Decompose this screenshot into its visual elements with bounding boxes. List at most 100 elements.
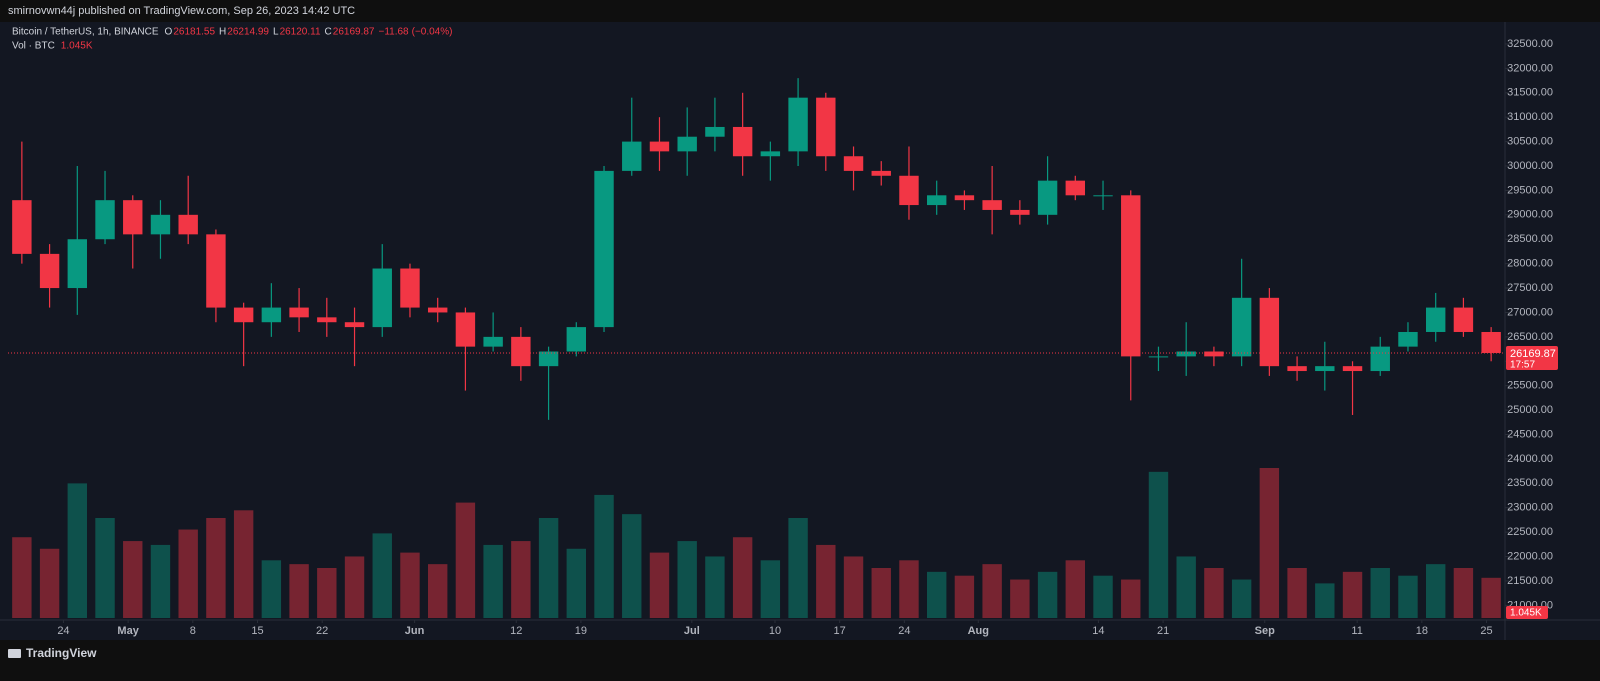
candle-body — [1148, 356, 1169, 358]
volume-bar — [372, 533, 392, 618]
volume-bar — [206, 518, 226, 618]
candle-body — [1231, 297, 1252, 357]
candle-body — [483, 336, 503, 347]
volume-bar — [427, 564, 448, 618]
volume-bar — [483, 544, 503, 618]
volume-bar — [1259, 468, 1280, 618]
candle-body — [372, 268, 392, 328]
volume-bar — [622, 514, 642, 618]
candle-body — [67, 239, 88, 289]
last-price-badge — [1506, 345, 1558, 370]
y-tick-label: 23500.00 — [1507, 477, 1553, 489]
volume-bar — [39, 548, 60, 618]
candle-body — [1176, 351, 1196, 357]
y-tick-label: 29000.00 — [1507, 209, 1553, 221]
volume-bar — [1148, 471, 1169, 618]
candle-body — [732, 126, 753, 157]
publish-header: smirnovwn44j published on TradingView.co… — [8, 5, 355, 17]
y-tick-label: 25500.00 — [1507, 380, 1553, 392]
candle-body — [871, 170, 891, 176]
x-tick-label: 12 — [510, 625, 522, 637]
volume-bar — [455, 502, 476, 618]
legend-text: −11.68 — [378, 27, 409, 38]
candle-body — [1121, 195, 1141, 357]
volume-bar — [1481, 577, 1501, 618]
volume-bar — [1010, 579, 1030, 618]
legend-text: 26181.55 — [173, 27, 215, 38]
bar-countdown: 17:57 — [1510, 360, 1535, 371]
y-tick-label: 26500.00 — [1507, 331, 1553, 343]
candle-body — [12, 200, 32, 254]
volume-bar — [899, 560, 919, 618]
candle-body — [677, 136, 697, 152]
x-tick-label: 22 — [316, 625, 328, 637]
candle-body — [816, 97, 836, 157]
candle-body — [344, 322, 365, 328]
candle-body — [289, 307, 309, 318]
volume-bar — [317, 568, 337, 618]
volume-bar — [760, 560, 781, 618]
volume-bar — [67, 483, 88, 618]
volume-bar — [982, 564, 1002, 618]
candle-body — [317, 317, 337, 323]
candle-body — [954, 195, 975, 201]
candle-body — [788, 97, 808, 152]
candle-body — [1342, 366, 1363, 372]
volume-bar — [677, 541, 697, 618]
candle-body — [233, 307, 254, 323]
volume-bar — [649, 552, 670, 618]
volume-bar — [1231, 579, 1252, 618]
x-tick-label: Aug — [968, 625, 989, 637]
candle-body — [1010, 209, 1030, 215]
candle-body — [649, 141, 670, 152]
volume-bar — [871, 568, 891, 618]
x-tick-label: Sep — [1255, 625, 1275, 637]
candle-body — [178, 214, 198, 235]
candle-body — [843, 156, 864, 171]
y-tick-label: 31500.00 — [1507, 87, 1553, 99]
candle-body — [261, 307, 282, 323]
x-tick-label: 10 — [769, 625, 781, 637]
x-tick-label: 14 — [1092, 625, 1104, 637]
volume-bar — [843, 556, 864, 618]
candle-body — [1037, 180, 1058, 215]
x-tick-label: 24 — [898, 625, 910, 637]
candle-body — [622, 141, 642, 171]
x-tick-label: 8 — [190, 625, 196, 637]
candle-body — [39, 253, 60, 289]
candle-body — [427, 307, 448, 313]
candle-body — [455, 312, 476, 347]
x-tick-label: 17 — [834, 625, 846, 637]
x-tick-label: 25 — [1480, 625, 1492, 637]
volume-bar — [705, 556, 725, 618]
volume-badge — [1506, 606, 1548, 619]
volume-legend-value: 1.045K — [61, 41, 93, 52]
volume-legend: Vol · BTC — [12, 41, 55, 52]
x-tick-label: Jun — [405, 625, 425, 637]
volume-bar — [1398, 575, 1418, 618]
y-tick-label: 23000.00 — [1507, 502, 1553, 514]
volume-bar — [1065, 560, 1086, 618]
legend-text: L — [273, 27, 279, 38]
volume-bar — [178, 529, 198, 618]
volume-bar — [1453, 568, 1474, 618]
y-tick-label: 27500.00 — [1507, 282, 1553, 294]
candle-body — [1453, 307, 1474, 332]
volume-bar — [1204, 568, 1224, 618]
volume-bar — [289, 564, 309, 618]
volume-bar — [1093, 575, 1113, 618]
candle-body — [123, 200, 143, 235]
candle-body — [594, 170, 614, 328]
candle-body — [1204, 351, 1224, 357]
volume-bar — [12, 537, 32, 618]
candle-body — [1093, 195, 1113, 197]
volume-bar — [1425, 564, 1446, 618]
y-tick-label: 31000.00 — [1507, 111, 1553, 123]
last-price-label: 26169.87 — [1510, 348, 1556, 360]
volume-bar — [1037, 571, 1058, 618]
x-tick-label: 19 — [575, 625, 587, 637]
y-tick-label: 22000.00 — [1507, 550, 1553, 562]
y-tick-label: 32000.00 — [1507, 62, 1553, 74]
volume-bar — [1176, 556, 1196, 618]
candle-body — [1370, 346, 1390, 372]
